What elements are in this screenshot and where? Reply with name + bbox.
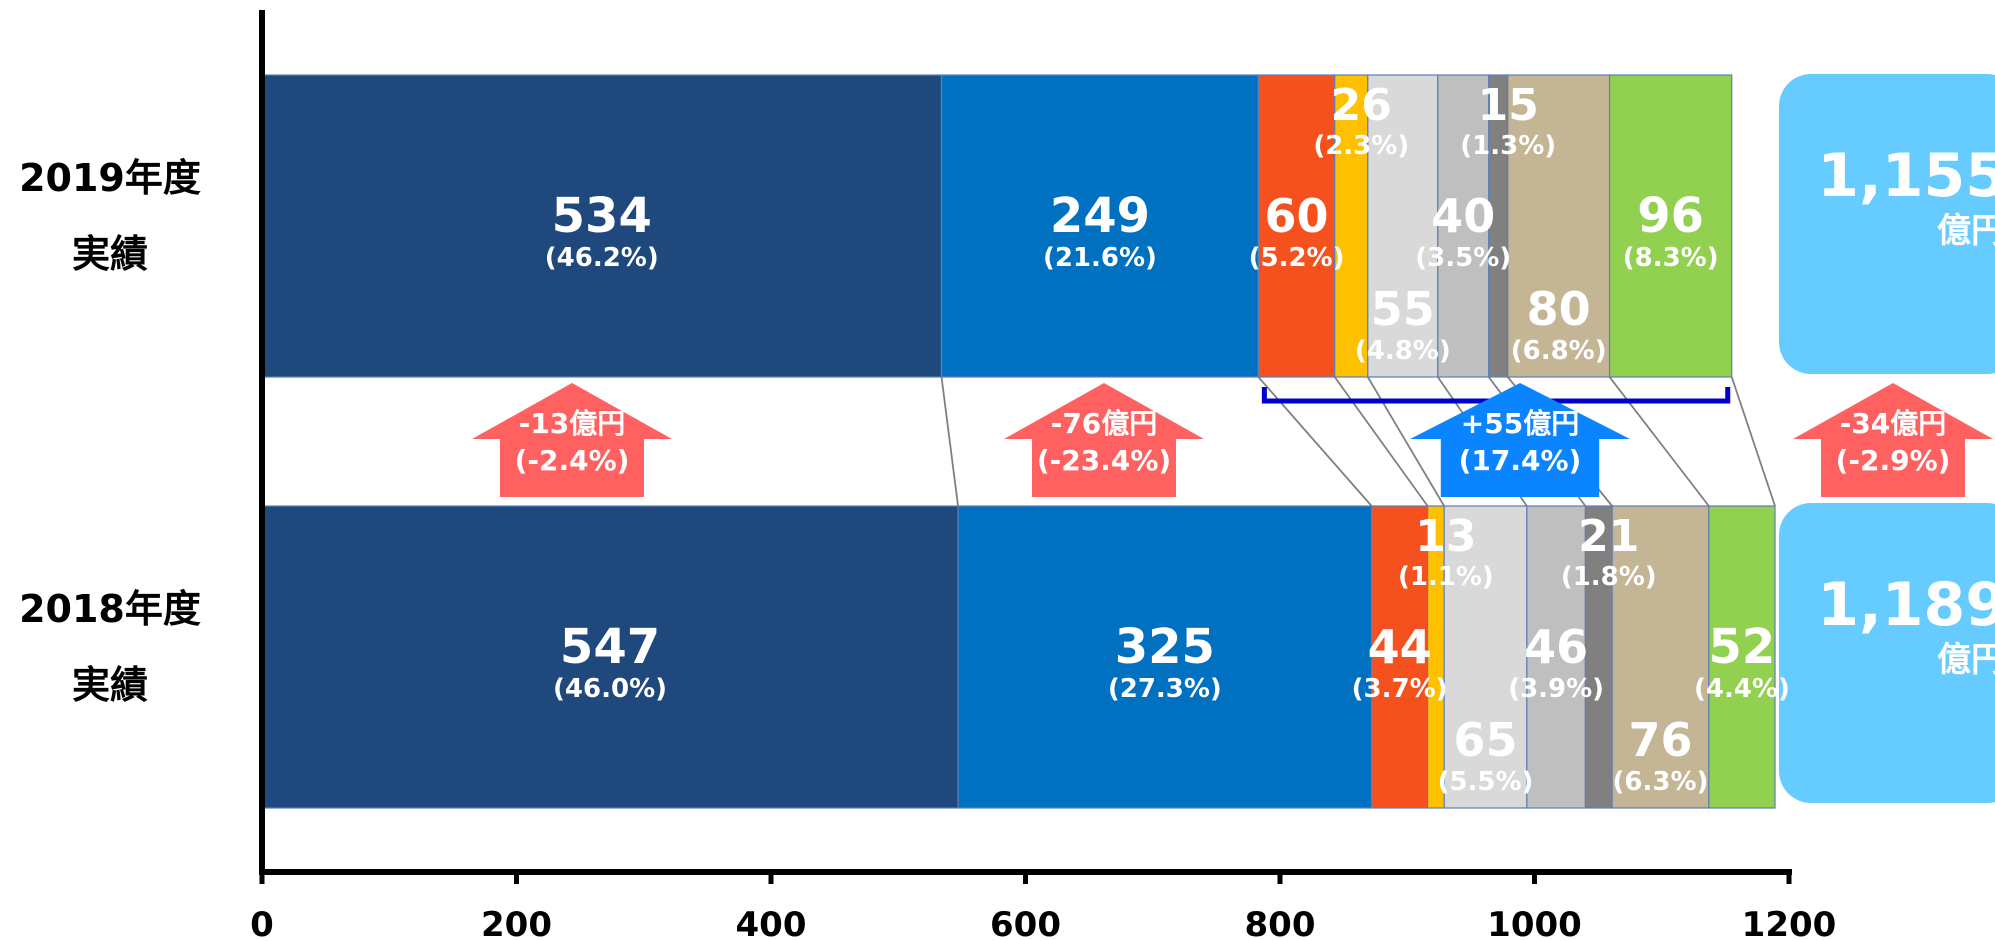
total-value: 1,189 — [1817, 570, 1995, 640]
change-arrow-pct: (17.4%) — [1459, 444, 1582, 477]
row-label-2019: 2019年度 実績 — [0, 140, 220, 292]
x-tick-label: 800 — [1245, 905, 1316, 941]
change-arrow-pct: (-2.9%) — [1836, 444, 1951, 477]
segment-value-label: 76 — [1628, 713, 1692, 767]
segment-value-label: 96 — [1637, 188, 1704, 244]
segment-pct-label: (46.2%) — [545, 243, 659, 273]
segment-value-label: 249 — [1050, 188, 1150, 244]
segment-pct-label: (4.4%) — [1694, 674, 1790, 704]
change-arrow-amount: -34億円 — [1840, 407, 1947, 440]
x-tick-label: 200 — [481, 905, 552, 941]
total-box-2018: 1,189 億円 — [1779, 503, 1995, 803]
segment-value-label: 60 — [1265, 189, 1329, 243]
segment-pct-label: (3.7%) — [1352, 674, 1448, 704]
segment-pct-label: (3.9%) — [1508, 674, 1604, 704]
segment-value-label: 325 — [1115, 619, 1215, 675]
connector-line — [1333, 376, 1429, 507]
segment-value-label: 80 — [1527, 282, 1591, 336]
x-tick-label: 1200 — [1742, 905, 1837, 941]
change-arrow — [1004, 383, 1204, 497]
bar-segment — [1584, 505, 1613, 809]
bar-segment — [940, 74, 1259, 378]
x-tick-label: 600 — [990, 905, 1061, 941]
connector-line — [940, 376, 959, 507]
segment-value-label: 52 — [1709, 619, 1776, 675]
segment-value-label: 26 — [1331, 80, 1392, 131]
connector-line — [1257, 376, 1373, 507]
segment-pct-label: (2.3%) — [1313, 131, 1409, 161]
bar-segment — [1708, 505, 1776, 809]
row-label-kind: 実績 — [71, 663, 148, 707]
segment-pct-label: (46.0%) — [553, 674, 667, 704]
bar-segment — [1443, 505, 1528, 809]
segment-pct-label: (1.8%) — [1561, 562, 1657, 592]
connector-line — [1608, 376, 1710, 507]
x-tick-label: 0 — [250, 905, 274, 941]
row-label-year: 2018年度 — [19, 587, 201, 631]
segment-pct-label: (5.2%) — [1249, 243, 1345, 273]
bar-segment — [1367, 74, 1439, 378]
total-unit: 億円 — [1937, 640, 1995, 680]
bar-segment — [1608, 74, 1733, 378]
change-arrow — [1410, 383, 1630, 497]
change-arrow-amount: +55億円 — [1461, 407, 1579, 440]
segment-value-label: 534 — [552, 188, 652, 244]
segment-pct-label: (3.5%) — [1415, 243, 1511, 273]
segment-value-label: 547 — [560, 619, 660, 675]
change-arrow — [1793, 383, 1993, 497]
segment-value-label: 15 — [1478, 80, 1539, 131]
row-label-2018: 2018年度 実績 — [0, 571, 220, 723]
segment-pct-label: (4.8%) — [1355, 336, 1451, 366]
bar-segment — [957, 505, 1373, 809]
segment-value-label: 44 — [1368, 620, 1432, 674]
connector-line — [1367, 376, 1445, 507]
segment-pct-label: (5.5%) — [1438, 767, 1534, 797]
change-arrow-amount: -76億円 — [1051, 407, 1158, 440]
bar-segment — [1437, 74, 1490, 378]
row-label-kind: 実績 — [71, 232, 148, 276]
bar-segment — [1507, 74, 1611, 378]
segment-pct-label: (6.3%) — [1613, 767, 1709, 797]
connector-line — [1730, 376, 1776, 507]
change-arrow-pct: (-23.4%) — [1037, 444, 1171, 477]
segment-pct-label: (8.3%) — [1623, 243, 1719, 273]
segment-pct-label: (27.3%) — [1108, 674, 1222, 704]
segment-value-label: 13 — [1415, 511, 1476, 562]
bar-segment — [1371, 505, 1429, 809]
total-value: 1,155 — [1817, 141, 1995, 211]
segment-pct-label: (6.8%) — [1511, 336, 1607, 366]
bar-segment — [1257, 74, 1336, 378]
segment-value-label: 40 — [1431, 189, 1495, 243]
segment-value-label: 21 — [1578, 511, 1639, 562]
segment-pct-label: (1.1%) — [1398, 562, 1494, 592]
change-arrow-pct: (-2.4%) — [515, 444, 630, 477]
segment-pct-label: (21.6%) — [1043, 243, 1157, 273]
total-box-2019: 1,155 億円 — [1779, 74, 1995, 374]
bar-segment — [261, 74, 943, 378]
segment-value-label: 65 — [1454, 713, 1518, 767]
x-tick-label: 1000 — [1487, 905, 1582, 941]
total-unit: 億円 — [1937, 211, 1995, 251]
segment-pct-label: (1.3%) — [1460, 131, 1556, 161]
x-tick-label: 400 — [736, 905, 807, 941]
change-arrow — [472, 383, 672, 497]
row-label-year: 2019年度 — [19, 156, 201, 200]
bar-segment — [261, 505, 959, 809]
segment-value-label: 46 — [1524, 620, 1588, 674]
bar-segment — [1526, 505, 1586, 809]
change-arrow-amount: -13億円 — [519, 407, 626, 440]
segment-value-label: 55 — [1371, 282, 1435, 336]
